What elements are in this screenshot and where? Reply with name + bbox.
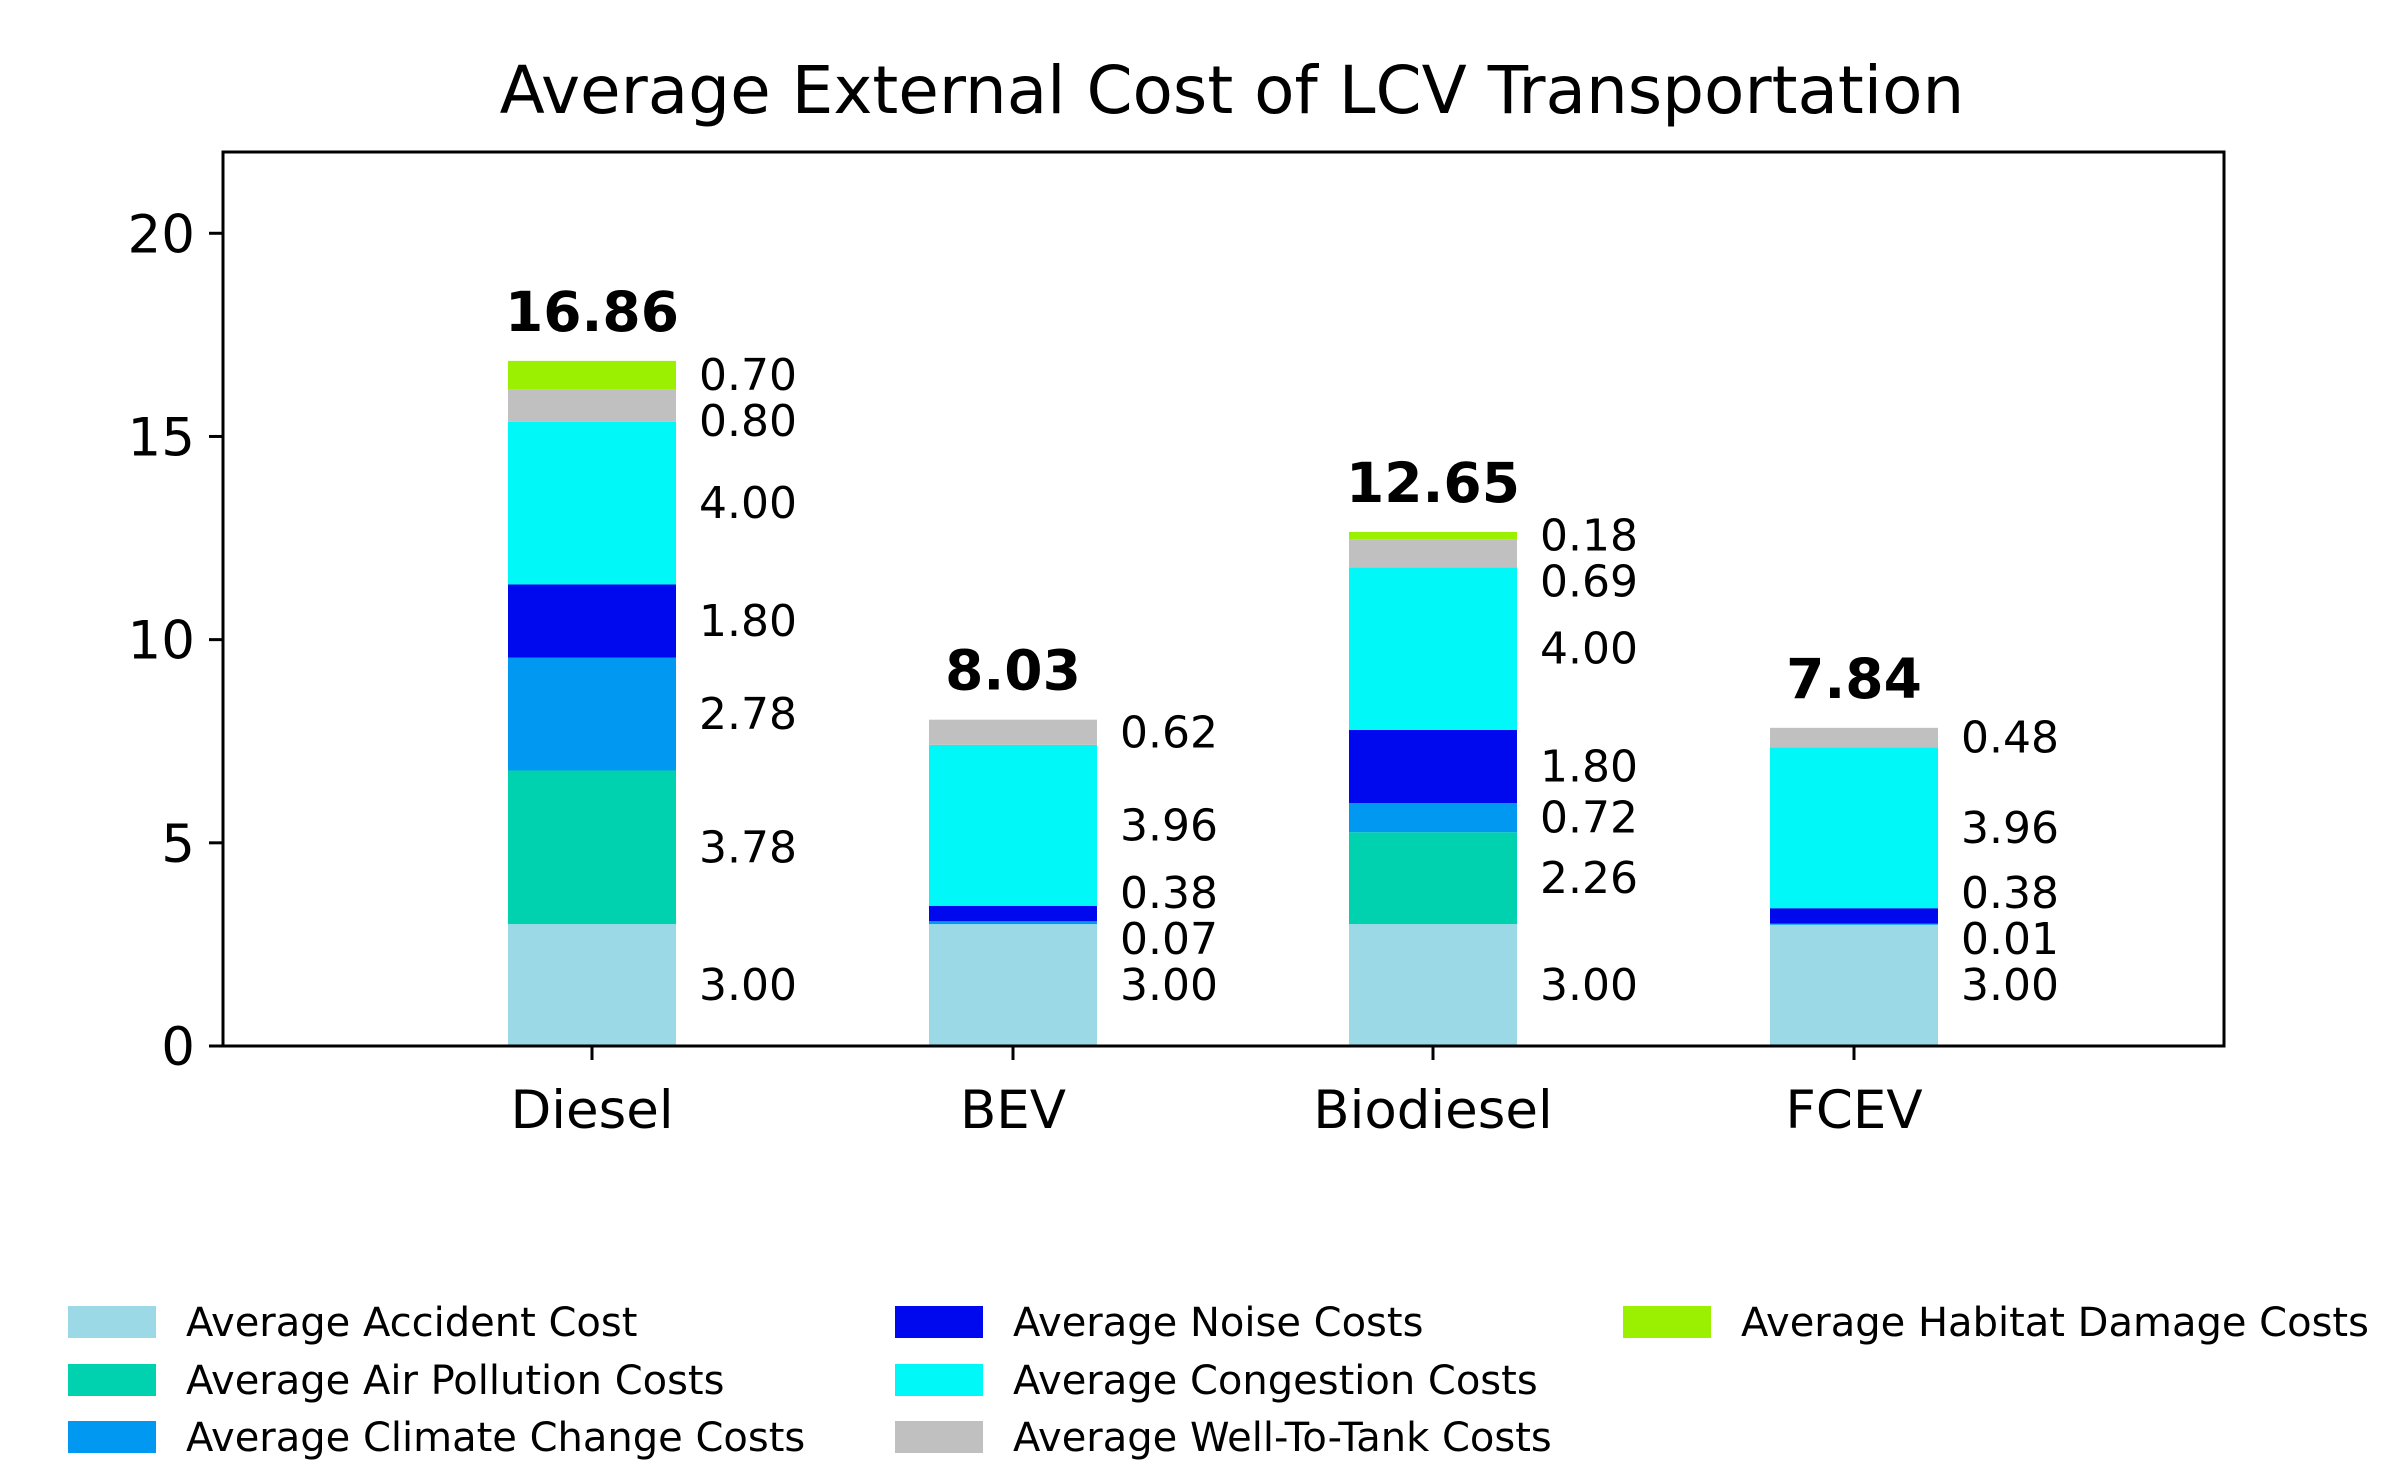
chart-title: Average External Cost of LCV Transportat… <box>500 52 1965 129</box>
bar-segment-bev-5 <box>929 719 1097 745</box>
legend-swatch-5 <box>895 1421 983 1453</box>
x-tick-label-diesel: Diesel <box>510 1080 673 1141</box>
y-tick-label-5: 5 <box>161 814 195 875</box>
segment-label-fcev-2: 0.38 <box>1961 868 2059 919</box>
legend-label-2: Average Climate Change Costs <box>186 1415 805 1461</box>
plot-area: 0.700.80 4.00 1.80 2.78 3.78 3.00 16.86 Diesel 0… <box>128 150 2226 1141</box>
segment-label-bev-4: 3.00 <box>1120 960 1218 1011</box>
legend-swatch-2 <box>68 1421 156 1453</box>
bar-segment-fcev-0 <box>1770 924 1938 1046</box>
legend-swatch-3 <box>895 1306 983 1338</box>
total-label-diesel: 16.86 <box>505 280 679 344</box>
legend-label-6: Average Habitat Damage Costs <box>1741 1300 2369 1346</box>
segment-label-diesel-5: 3.78 <box>699 822 797 873</box>
bar-segment-bev-3 <box>929 905 1097 922</box>
x-tick-label-bev: BEV <box>960 1080 1066 1141</box>
segment-label-fcev-4: 3.00 <box>1961 960 2059 1011</box>
bar-segment-biodiesel-0 <box>1349 924 1517 1046</box>
segment-label-diesel-6: 3.00 <box>699 960 797 1011</box>
total-label-fcev: 7.84 <box>1786 647 1922 711</box>
bar-segment-diesel-6 <box>508 360 676 390</box>
segment-label-biodiesel-2: 4.00 <box>1540 624 1638 675</box>
bar-segment-diesel-4 <box>508 421 676 585</box>
segment-label-biodiesel-4: 0.72 <box>1540 793 1638 844</box>
total-label-bev: 8.03 <box>945 639 1081 703</box>
segment-label-diesel-4: 2.78 <box>699 689 797 740</box>
y-tick-label-10: 10 <box>128 611 195 672</box>
bar-segment-bev-4 <box>929 744 1097 906</box>
segment-label-bev-3: 0.07 <box>1120 914 1218 965</box>
legend: Average Accident Cost Average Air Polluti… <box>68 1300 2369 1461</box>
bar-segment-fcev-5 <box>1770 727 1938 748</box>
legend-label-1: Average Air Pollution Costs <box>186 1358 724 1404</box>
segment-label-diesel-1: 0.80 <box>699 396 797 447</box>
bar-segment-diesel-2 <box>508 657 676 771</box>
bar-segment-biodiesel-6 <box>1349 531 1517 540</box>
segment-label-fcev-3: 0.01 <box>1961 914 2059 965</box>
segment-label-diesel-0: 0.70 <box>699 350 797 401</box>
legend-swatch-1 <box>68 1364 156 1396</box>
segment-label-biodiesel-5: 2.26 <box>1540 853 1638 904</box>
bar-segment-fcev-4 <box>1770 747 1938 909</box>
legend-label-4: Average Congestion Costs <box>1013 1358 1538 1404</box>
legend-swatch-0 <box>68 1306 156 1338</box>
bar-segment-fcev-2 <box>1770 923 1938 925</box>
plot-frame <box>221 150 2226 1048</box>
segment-label-bev-2: 0.38 <box>1120 868 1218 919</box>
bar-segment-bev-0 <box>929 924 1097 1046</box>
segment-label-biodiesel-3: 1.80 <box>1540 741 1638 792</box>
legend-swatch-4 <box>895 1364 983 1396</box>
bar-segment-biodiesel-4 <box>1349 567 1517 730</box>
bar-segment-fcev-3 <box>1770 908 1938 924</box>
bar-segment-bev-2 <box>929 921 1097 925</box>
segment-label-fcev-0: 0.48 <box>1961 713 2059 764</box>
legend-label-5: Average Well-To-Tank Costs <box>1013 1415 1552 1461</box>
bar-segment-biodiesel-2 <box>1349 802 1517 833</box>
bar-segment-diesel-5 <box>508 389 676 422</box>
y-tick-label-20: 20 <box>128 204 195 265</box>
total-label-biodiesel: 12.65 <box>1346 451 1520 515</box>
segment-label-biodiesel-6: 3.00 <box>1540 960 1638 1011</box>
bar-segment-diesel-1 <box>508 770 676 925</box>
segment-label-bev-1: 3.96 <box>1120 800 1218 851</box>
segment-label-bev-0: 0.62 <box>1120 707 1218 758</box>
y-tick-label-0: 0 <box>161 1017 195 1078</box>
segment-label-biodiesel-1: 0.69 <box>1540 557 1638 608</box>
bar-segment-diesel-3 <box>508 584 676 658</box>
bar-segment-diesel-0 <box>508 924 676 1046</box>
legend-swatch-6 <box>1623 1306 1711 1338</box>
bar-segment-biodiesel-5 <box>1349 539 1517 568</box>
y-tick-label-15: 15 <box>128 407 195 468</box>
segment-label-diesel-3: 1.80 <box>699 596 797 647</box>
x-tick-label-fcev: FCEV <box>1785 1080 1922 1141</box>
segment-label-fcev-1: 3.96 <box>1961 803 2059 854</box>
segment-label-diesel-2: 4.00 <box>699 478 797 529</box>
x-tick-label-biodiesel: Biodiesel <box>1313 1080 1552 1141</box>
bar-segment-biodiesel-1 <box>1349 832 1517 925</box>
legend-label-3: Average Noise Costs <box>1013 1300 1423 1346</box>
legend-label-0: Average Accident Cost <box>186 1300 637 1346</box>
bar-segment-biodiesel-3 <box>1349 729 1517 803</box>
segment-label-biodiesel-0: 0.18 <box>1540 511 1638 562</box>
